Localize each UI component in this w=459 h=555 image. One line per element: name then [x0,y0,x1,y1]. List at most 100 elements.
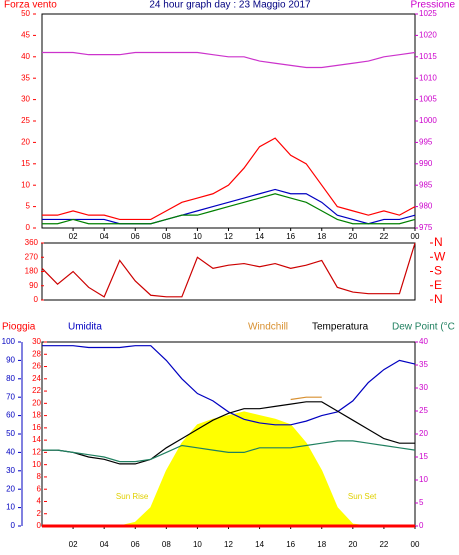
x-tick-label: 08 [162,540,171,549]
legend-label: Dew Point (°C [392,322,455,333]
y-tick-label: 990 [419,159,433,168]
x-tick-label: 04 [100,232,109,241]
line [41,242,416,298]
y-tick-label: 30 [32,337,41,346]
y-tick-label: 1015 [419,52,437,61]
legend-label: Windchill [248,322,288,333]
y-tick-label: 18 [32,411,41,420]
y-tick-label: 8 [37,472,42,481]
y-tick-label: 60 [6,411,15,420]
y-tick-label: 15 [21,159,30,168]
y-tick-label: 26 [32,362,41,371]
x-tick-label: 14 [255,540,264,549]
y-tick-label: 10 [419,475,428,484]
annotation: Sun Set [348,492,377,501]
y-tick-label: S [434,264,442,278]
y-tick-label: 6 [37,484,42,493]
y-tick-label: 1000 [419,116,437,125]
y-tick-label: 4 [37,497,42,506]
y-tick-label: 20 [32,398,41,407]
annotation: Sun Rise [116,492,149,501]
x-tick-label: 20 [348,232,357,241]
x-tick-label: 08 [162,232,171,241]
x-tick-label: 02 [69,540,78,549]
y-tick-label: 0 [34,295,39,304]
line [42,51,416,69]
x-tick-label: 04 [100,540,109,549]
y-tick-label: 12 [32,448,41,457]
x-tick-label: 22 [379,540,388,549]
y-tick-label: 20 [6,484,15,493]
line [42,188,416,225]
y-tick-label: 0 [419,521,424,530]
y-tick-label: 30 [6,466,15,475]
y-tick-label: 35 [419,360,428,369]
line [290,396,322,401]
y-tick-label: 985 [419,180,433,189]
y-tick-label: 10 [21,180,30,189]
y-tick-label: 2 [37,509,42,518]
y-tick-label: 90 [6,356,15,365]
y-tick-label: 1025 [419,9,437,18]
y-tick-label: 10 [6,503,15,512]
x-tick-label: 10 [193,540,202,549]
y-tick-label: 1010 [419,73,437,82]
line [42,137,416,221]
y-tick-label: 1005 [419,95,437,104]
y-tick-label: 70 [6,392,15,401]
x-tick-label: 10 [193,232,202,241]
y-tick-label: 995 [419,138,433,147]
x-tick-label: 02 [69,232,78,241]
y-tick-label: 5 [419,498,424,507]
y-tick-label: 50 [6,429,15,438]
y-tick-label: 15 [419,452,428,461]
x-tick-label: 00 [411,232,420,241]
y-tick-label: 5 [26,202,31,211]
y-tick-label: 975 [419,223,433,232]
y-tick-label: 180 [25,267,39,276]
y-tick-label: 50 [21,9,30,18]
y-tick-label: N [434,292,443,306]
x-tick-label: 16 [286,540,295,549]
y-tick-label: 360 [25,238,39,247]
y-tick-label: 22 [32,386,41,395]
y-tick-label: 90 [29,281,38,290]
chart-title: 24 hour graph day : 23 Maggio 2017 [149,0,311,11]
y-tick-label: 30 [21,95,30,104]
x-tick-label: 22 [379,232,388,241]
y-tick-label: 270 [25,252,39,261]
y-tick-label: 40 [419,337,428,346]
y-tick-label: 24 [32,374,41,383]
line [42,193,416,225]
line [42,401,415,465]
y-tick-label: 1020 [419,31,437,40]
y-tick-label: 0 [11,521,16,530]
x-tick-label: 12 [224,232,233,241]
y-tick-label: 20 [21,138,30,147]
legend-label: Umidita [68,322,102,333]
x-tick-label: 00 [411,540,420,549]
x-tick-label: 06 [131,232,140,241]
x-tick-label: 20 [348,540,357,549]
y-tick-label: 80 [6,374,15,383]
y-tick-label: 40 [21,52,30,61]
y-tick-label: 980 [419,202,433,211]
y-tick-label: 30 [419,383,428,392]
y-tick-label: 25 [419,406,428,415]
y-tick-label: 10 [32,460,41,469]
x-tick-label: 06 [131,540,140,549]
line [42,345,416,426]
y-tick-label: W [434,249,446,263]
y-axis-label: Forza vento [4,0,57,11]
y-tick-label: 25 [21,116,30,125]
x-tick-label: 16 [286,232,295,241]
y-tick-label: 28 [32,349,41,358]
y-tick-label: 20 [419,429,428,438]
legend-label: Pioggia [2,322,36,333]
line [42,440,416,463]
y2-axis-label: Pressione [411,0,456,11]
y-tick-label: 0 [37,521,42,530]
y-tick-label: N [434,235,443,249]
x-tick-label: 18 [317,540,326,549]
